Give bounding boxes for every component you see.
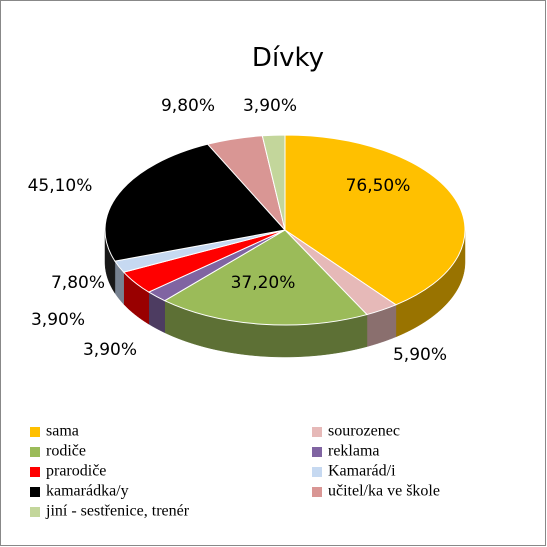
data-label: 37,20% (231, 273, 296, 293)
legend-swatch (30, 467, 40, 477)
data-label: 3,90% (31, 310, 85, 330)
legend-swatch (30, 447, 40, 457)
data-label: 7,80% (51, 273, 105, 293)
chart-title: Dívky (252, 43, 324, 73)
legend-swatch (30, 507, 40, 517)
data-label: 3,90% (83, 340, 137, 360)
legend-label: sama (46, 423, 79, 440)
data-label: 9,80% (161, 96, 215, 116)
legend-label: prarodiče (46, 463, 106, 480)
legend-label: učitel/ka ve škole (328, 483, 440, 500)
slice (284, 134, 466, 306)
data-label: 3,90% (243, 96, 297, 116)
legend-swatch (30, 427, 40, 437)
legend-swatch (312, 487, 322, 497)
slice (104, 143, 286, 262)
data-label: 45,10% (28, 176, 93, 196)
legend-label: rodiče (46, 443, 86, 460)
data-label: 76,50% (346, 176, 411, 196)
pie-tops (104, 134, 466, 326)
legend-swatch (312, 427, 322, 437)
legend-label: jiní - sestřenice, trenér (45, 503, 190, 520)
legend-label: reklama (328, 443, 380, 460)
legend-swatch (30, 487, 40, 497)
legend-label: Kamarád/i (328, 463, 396, 480)
legend-label: kamarádka/y (46, 483, 129, 500)
legend-label: sourozenec (328, 423, 400, 440)
legend-swatch (312, 467, 322, 477)
legend-swatch (312, 447, 322, 457)
slice (261, 134, 286, 231)
data-label: 5,90% (393, 345, 447, 365)
pie-sides (104, 229, 466, 358)
slice (163, 229, 368, 326)
